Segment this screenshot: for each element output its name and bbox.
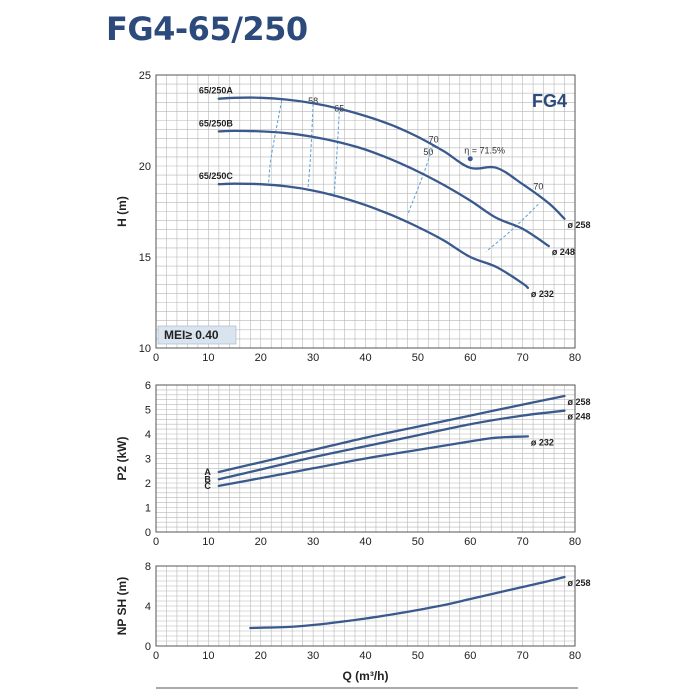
head-series-line [217, 129, 550, 248]
efficiency-label: 58 [308, 96, 318, 106]
head-x-tick-label: 60 [464, 352, 476, 364]
efficiency-line [333, 111, 340, 197]
efficiency-annotation: η = 71.5% [464, 146, 505, 156]
power-x-tick-label: 30 [307, 536, 319, 548]
efficiency-label: 70 [533, 182, 543, 192]
head-x-tick-label: 20 [255, 352, 267, 364]
power-y-axis-label: P2 (kW) [115, 436, 129, 480]
head-x-tick-label: 0 [153, 352, 159, 364]
power-x-tick-label: 80 [569, 536, 581, 548]
power-series-line [217, 394, 566, 474]
power-x-tick-label: 40 [359, 536, 371, 548]
power-curve-end-label: ø 232 [531, 437, 554, 447]
power-y-tick-label: 6 [145, 380, 151, 392]
power-curve-name-label: C [204, 481, 211, 491]
power-y-tick-label: 4 [145, 429, 151, 441]
npsh-curve-end-label: ø 258 [568, 578, 591, 588]
power-curve-name-label: B [204, 474, 211, 484]
head-y-axis-label: H (m) [115, 196, 129, 227]
power-series-line [217, 409, 566, 481]
head-x-tick-label: 80 [569, 352, 581, 364]
efficiency-line [406, 144, 435, 216]
npsh-x-tick-label: 50 [412, 650, 424, 662]
power-y-tick-label: 1 [145, 503, 151, 515]
npsh-x-tick-label: 20 [255, 650, 267, 662]
head-y-tick-label: 10 [139, 343, 151, 355]
head-y-tick-label: 20 [139, 161, 151, 173]
head-y-tick-label: 15 [139, 252, 151, 264]
power-curve-end-label: ø 248 [568, 412, 591, 422]
head-curve-name-label: 65/250B [199, 118, 234, 128]
efficiency-point [467, 156, 473, 162]
power-frame [155, 384, 576, 533]
head-x-tick-label: 70 [517, 352, 529, 364]
power-y-tick-label: 3 [145, 454, 151, 466]
power-x-tick-label: 60 [464, 536, 476, 548]
npsh-y-axis-label: NP SH (m) [115, 577, 129, 635]
head-series-line [217, 182, 530, 290]
npsh-x-tick-label: 0 [153, 650, 159, 662]
power-series-line [217, 435, 530, 488]
power-curve-end-label: ø 258 [568, 397, 591, 407]
npsh-frame [155, 565, 576, 647]
efficiency-line [268, 100, 283, 185]
power-x-tick-label: 20 [255, 536, 267, 548]
head-curve-name-label: 65/250A [199, 86, 234, 96]
head-curve-end-label: ø 258 [568, 220, 591, 230]
efficiency-line [485, 203, 539, 252]
power-y-tick-label: 0 [145, 527, 151, 539]
head-series-line [217, 96, 566, 220]
efficiency-label: 70 [429, 134, 439, 144]
npsh-x-tick-label: 30 [307, 650, 319, 662]
head-x-tick-label: 10 [202, 352, 214, 364]
npsh-x-tick-label: 80 [569, 650, 581, 662]
npsh-y-tick-label: 0 [145, 641, 151, 653]
power-y-tick-label: 2 [145, 478, 151, 490]
power-x-tick-label: 0 [153, 536, 159, 548]
power-curve-name-label: A [204, 467, 211, 477]
npsh-x-tick-label: 60 [464, 650, 476, 662]
efficiency-label: 50 [423, 147, 433, 157]
power-x-tick-label: 10 [202, 536, 214, 548]
efficiency-line [307, 104, 314, 190]
npsh-series-line [249, 575, 566, 630]
npsh-x-tick-label: 10 [202, 650, 214, 662]
mei-badge: MEI≥ 0.40 [164, 328, 219, 342]
head-x-tick-label: 40 [359, 352, 371, 364]
mei-badge-bg [157, 325, 237, 345]
head-frame [155, 74, 576, 349]
series-family-label: FG4 [532, 91, 567, 111]
power-x-tick-label: 70 [517, 536, 529, 548]
power-y-tick-label: 5 [145, 405, 151, 417]
head-curve-name-label: 65/250C [199, 171, 234, 181]
head-x-tick-label: 30 [307, 352, 319, 364]
npsh-x-tick-label: 70 [517, 650, 529, 662]
page-title: FG4-65/250 [106, 10, 308, 48]
head-curve-end-label: ø 232 [531, 289, 554, 299]
npsh-x-axis-label: Q (m³/h) [343, 669, 389, 683]
npsh-y-tick-label: 4 [145, 601, 151, 613]
power-x-tick-label: 50 [412, 536, 424, 548]
npsh-y-tick-label: 8 [145, 561, 151, 573]
head-curve-end-label: ø 248 [552, 247, 575, 257]
head-y-tick-label: 25 [139, 70, 151, 82]
npsh-x-tick-label: 40 [359, 650, 371, 662]
head-x-tick-label: 50 [412, 352, 424, 364]
